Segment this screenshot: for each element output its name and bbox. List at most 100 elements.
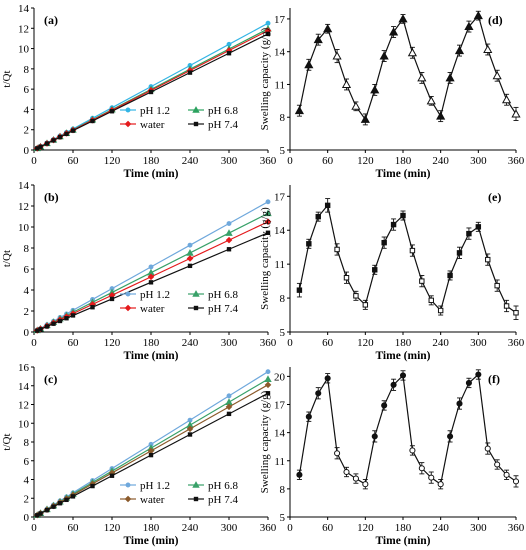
data-point [226,247,232,252]
y-axis-label: t/Qt [1,70,13,87]
data-point [447,272,453,279]
data-point [148,264,154,270]
series-line [298,204,517,314]
legend-entry: pH 1.2 [140,480,170,492]
chart-panel-c: 0 2 4 6 8 10 12 14 16 0 60 120 180 240 300 360 Time (min… [1,362,277,547]
y-tick-label: 11 [274,259,285,271]
data-point [473,10,483,20]
y-tick-label: 5 [280,145,286,157]
panel-label: (d) [488,13,503,27]
data-point [51,504,56,509]
y-tick-label: 16 [18,362,30,374]
x-tick-label: 300 [221,337,238,349]
x-tick-label: 0 [31,337,37,349]
x-tick-label: 60 [68,522,80,534]
data-point [464,21,474,31]
y-axis-label: Swelling capacity (g/g) [259,390,271,493]
x-tick-label: 120 [104,337,121,349]
data-point [324,375,331,382]
data-point [186,425,194,433]
data-point [265,199,271,205]
x-tick-label: 300 [470,522,487,534]
y-tick-label: 10 [18,222,30,234]
data-point [362,481,369,488]
x-tick-label: 0 [31,522,37,534]
data-point [426,96,436,105]
data-point [372,267,378,273]
data-point [64,316,69,321]
data-point [343,468,350,476]
data-point [362,302,369,308]
data-point [305,413,312,420]
series-line [298,373,517,486]
data-point [456,250,463,256]
data-point [475,371,482,378]
x-tick-label: 300 [470,337,487,349]
series-swelling [296,369,520,490]
data-point [334,246,340,253]
data-point [447,433,454,440]
y-tick-label: 10 [18,44,30,56]
panel-label: (f) [488,372,500,386]
legend-swatch-marker [125,291,131,297]
data-point [381,239,387,246]
y-tick-label: 5 [280,327,286,339]
data-point [456,400,463,407]
legend: pH 1.2 pH 6.8 water pH 7.4 [120,480,238,506]
legend-entry: water [140,303,165,315]
legend-swatch-marker [124,304,132,312]
data-point [306,241,312,247]
data-point [341,79,352,88]
series-water [33,218,272,334]
data-point [485,256,491,263]
series-ph-7.4 [35,31,271,151]
y-tick-label: 6 [24,456,30,468]
x-tick-label: 120 [357,337,374,349]
data-point [492,70,502,80]
x-tick-label: 180 [395,155,412,167]
series-swelling [296,198,519,321]
data-point [351,101,361,110]
data-point [360,114,370,123]
data-point [343,275,350,281]
data-point [445,73,455,82]
y-tick-label: 17 [274,191,286,203]
y-axis-label: Swelling capacity (g/g) [259,207,271,310]
x-tick-label: 240 [182,522,199,534]
data-point [226,411,232,417]
data-point [513,310,519,316]
y-tick-label: 12 [18,23,29,35]
data-point [313,34,323,44]
data-point [264,381,272,389]
chart-panel-d: 5 8 11 14 17 0 60 120 180 240 300 360 Time (min) Swel… [259,8,525,180]
data-point [294,105,305,115]
x-tick-label: 0 [287,337,293,349]
data-point [417,73,427,82]
x-tick-label: 60 [322,522,334,534]
x-axis-label: Time (min) [375,535,430,547]
data-point [465,379,472,386]
legend: pH 1.2 pH 6.8 water pH 7.4 [120,105,238,131]
data-point [296,287,303,293]
data-point [418,465,425,472]
data-point [186,249,194,256]
data-point [187,263,193,269]
legend-entry: pH 7.4 [208,119,238,131]
data-point [483,44,493,53]
series-ph-7.4 [35,230,271,333]
legend-entry: pH 1.2 [140,105,170,117]
data-point [265,31,271,37]
data-point [51,138,56,143]
data-point [187,432,193,437]
chart-panel-a: 0 2 4 6 8 10 12 14 0 60 120 180 240 300 360 Time (min) t… [1,3,277,180]
x-axis-label: Time (min) [123,535,178,547]
y-tick-label: 4 [24,285,30,297]
data-point [437,307,444,314]
legend-entry: water [140,119,165,131]
data-point [381,402,388,409]
y-tick-label: 2 [24,306,30,318]
series-line [298,14,517,121]
x-tick-label: 60 [68,337,80,349]
legend: pH 1.2 pH 6.8 water pH 7.4 [120,289,238,315]
